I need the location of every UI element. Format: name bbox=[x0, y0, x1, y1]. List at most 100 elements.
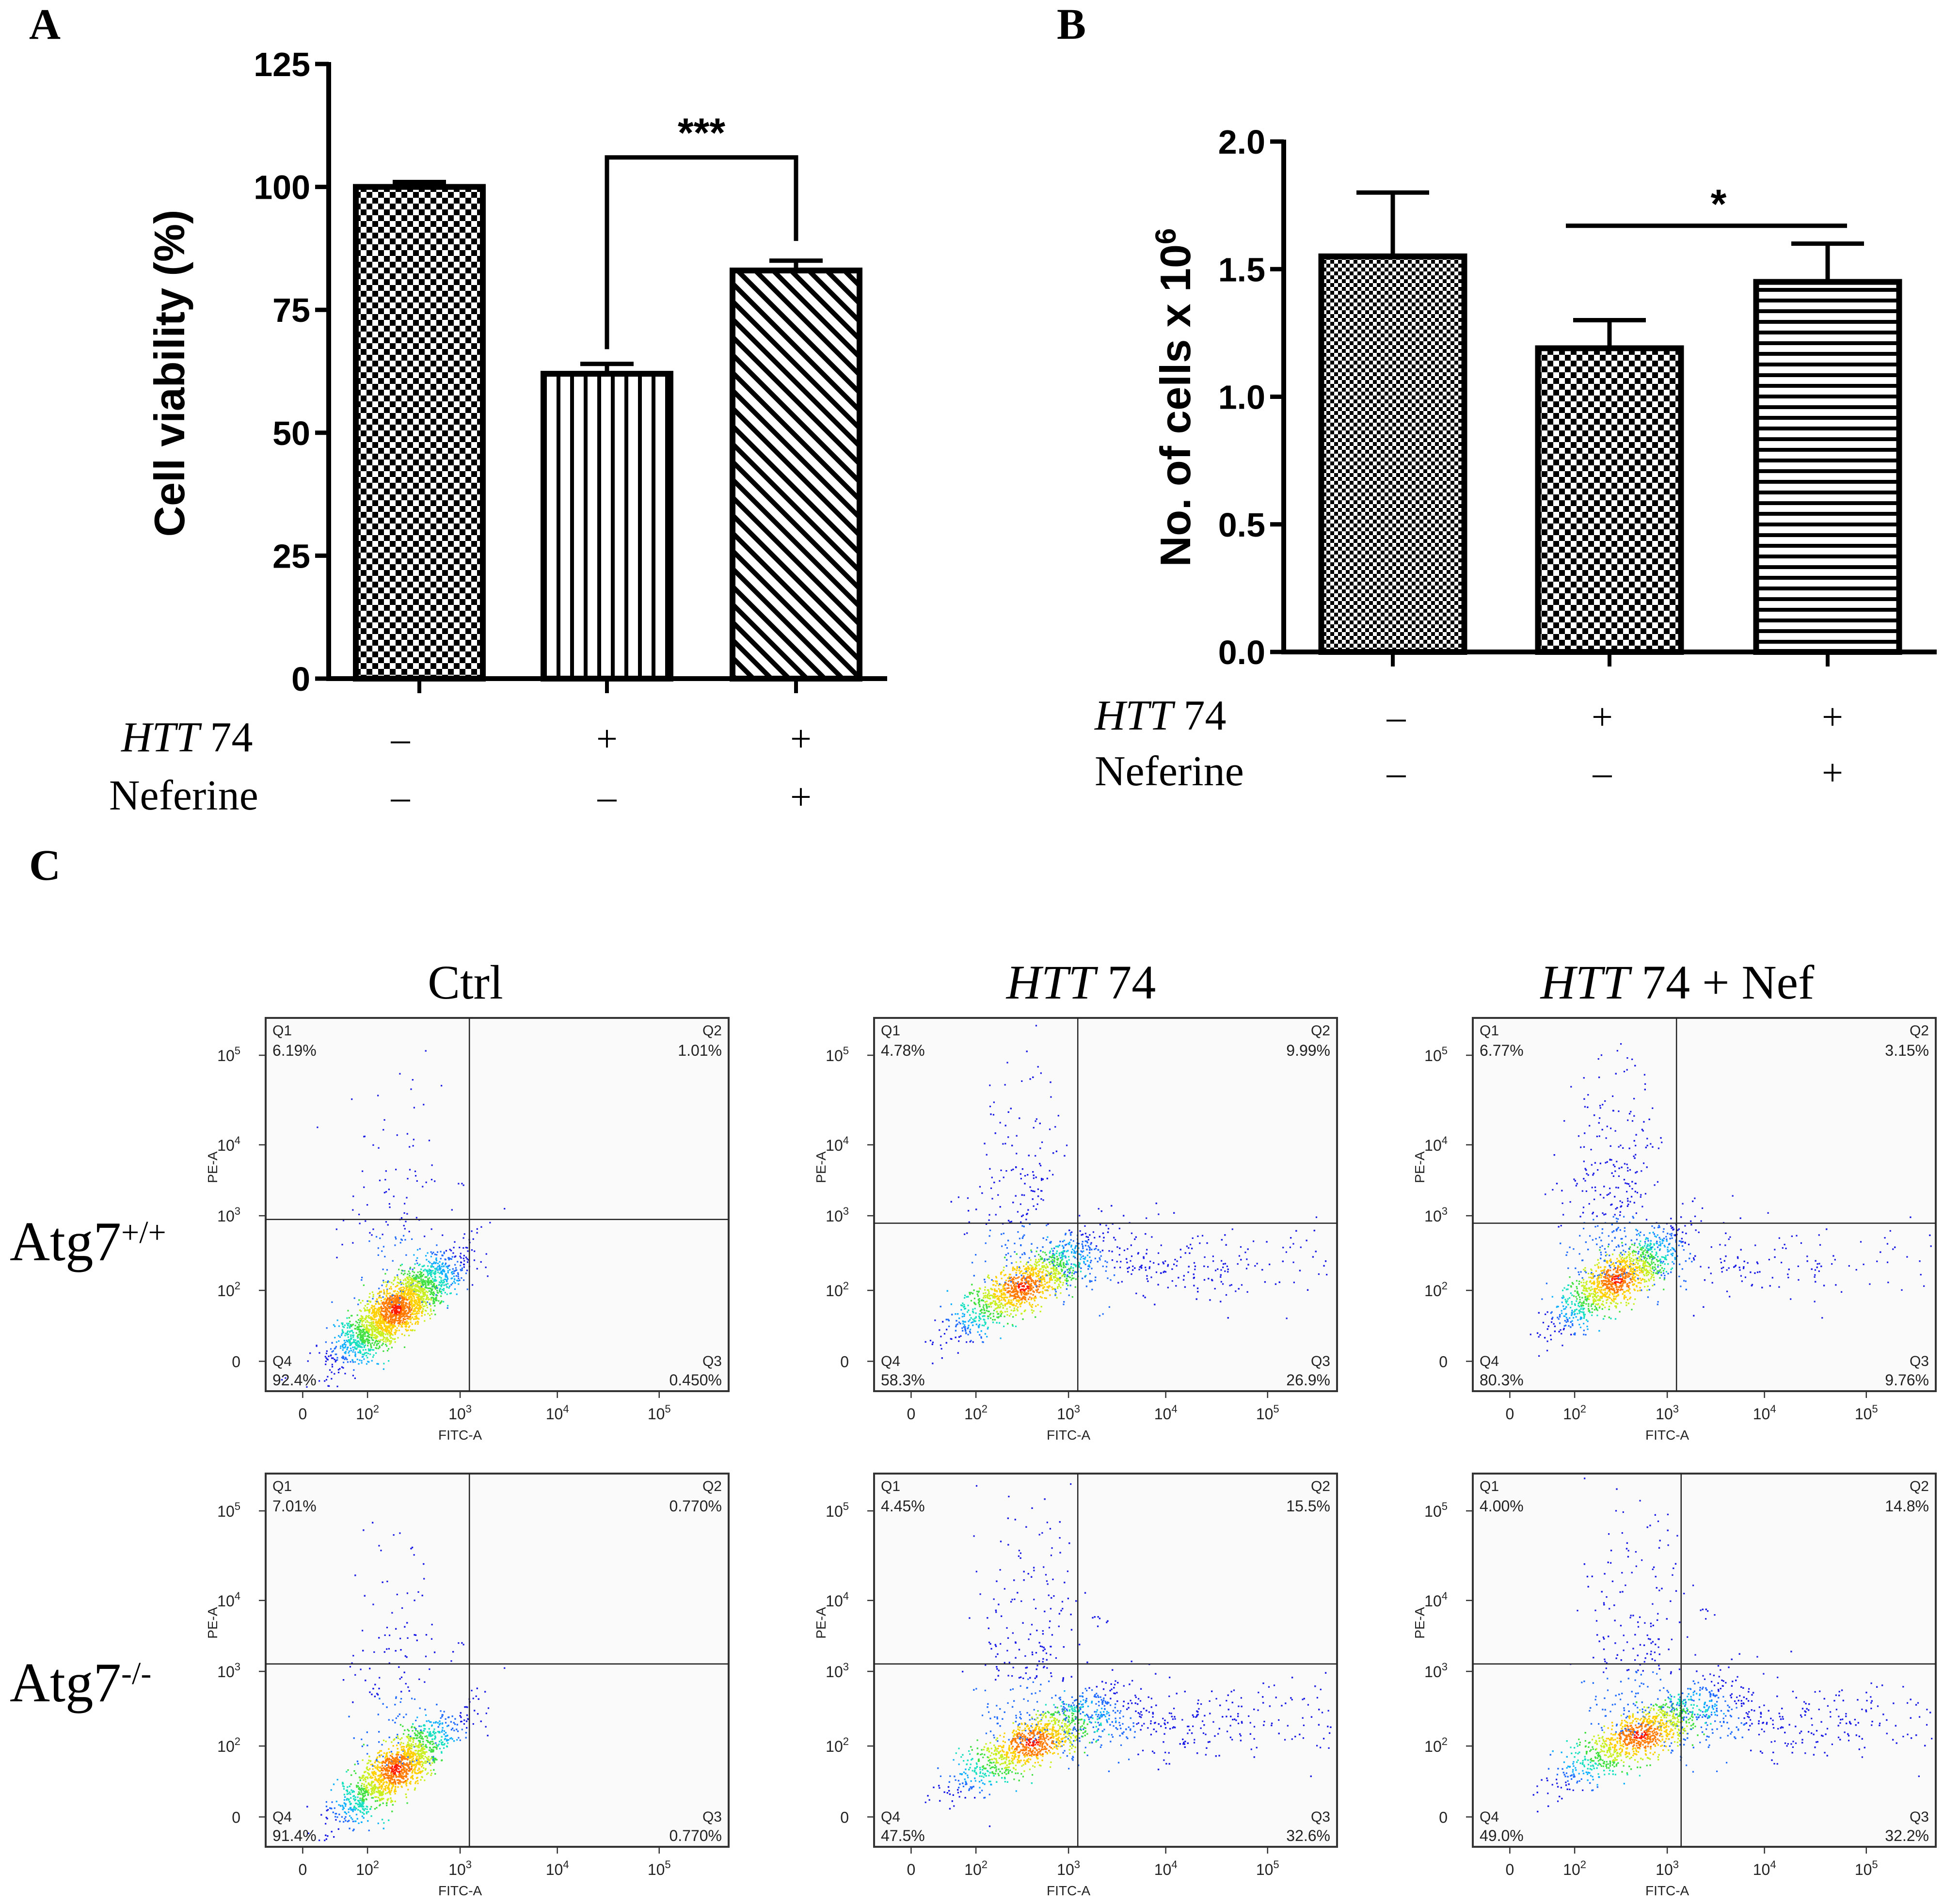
flow-dot bbox=[372, 1310, 374, 1312]
flow-dot bbox=[353, 1341, 355, 1343]
flow-dot bbox=[1044, 1252, 1046, 1253]
flow-dot bbox=[366, 1352, 367, 1354]
flow-dot bbox=[403, 1288, 405, 1291]
flow-dot bbox=[1021, 1285, 1023, 1287]
flow-dot bbox=[1015, 1325, 1017, 1327]
flow-dot bbox=[421, 1299, 423, 1301]
flow-dot bbox=[1050, 1256, 1052, 1258]
panel-b-treatment-sign: – bbox=[1386, 751, 1406, 793]
flow-dot bbox=[1019, 1256, 1021, 1258]
flow-dot bbox=[1062, 1245, 1064, 1247]
flow-dot bbox=[994, 1289, 996, 1291]
flow-dot bbox=[436, 1295, 438, 1297]
flow-dot bbox=[1045, 1267, 1047, 1269]
flow-dot bbox=[373, 1310, 375, 1312]
flow-dot bbox=[1026, 1301, 1028, 1302]
flow-dot bbox=[380, 1326, 382, 1328]
flow-dot bbox=[352, 1334, 354, 1336]
flow-dot bbox=[364, 1342, 366, 1344]
flow-dot bbox=[1023, 1294, 1025, 1296]
flow-dot bbox=[1012, 1290, 1014, 1292]
flow-dot bbox=[1266, 1241, 1268, 1243]
flow-dot bbox=[408, 1326, 410, 1328]
flow-dot bbox=[432, 1284, 434, 1286]
flow-dot bbox=[431, 1263, 433, 1265]
flow-dot bbox=[392, 1305, 394, 1307]
panel-c-row-label-atg7-ko: Atg7-/- bbox=[10, 1652, 151, 1714]
flow-dot bbox=[391, 1282, 393, 1284]
flow-dot bbox=[367, 1309, 369, 1311]
flow-dot bbox=[1087, 1238, 1089, 1241]
flow-dot bbox=[1053, 1269, 1055, 1271]
flow-dot bbox=[456, 1280, 458, 1282]
flow-dot bbox=[439, 1265, 441, 1268]
flow-dot bbox=[1188, 1247, 1190, 1249]
flow-dot bbox=[1054, 1293, 1056, 1295]
flow-dot bbox=[1041, 1265, 1043, 1267]
flow-dot bbox=[397, 1317, 399, 1319]
flow-dot bbox=[385, 1312, 388, 1314]
flow-dot bbox=[366, 1363, 368, 1365]
flow-dot bbox=[1036, 1262, 1038, 1264]
flow-dot bbox=[990, 1294, 992, 1297]
flow-dot bbox=[381, 1302, 383, 1304]
flow-dot bbox=[1021, 1280, 1023, 1282]
flow-dot bbox=[1065, 1234, 1067, 1236]
flow-dot bbox=[1078, 1253, 1081, 1255]
flow-dot bbox=[981, 1308, 983, 1311]
flow-dot bbox=[1045, 1297, 1047, 1299]
flow-dot bbox=[376, 1363, 378, 1365]
flow-dot bbox=[1052, 1263, 1054, 1265]
flow-dot bbox=[409, 1267, 412, 1269]
flow-dot bbox=[366, 1204, 368, 1206]
flow-dot bbox=[435, 1269, 437, 1270]
flow-dot bbox=[396, 1327, 398, 1329]
flow-dot bbox=[354, 1339, 357, 1341]
flow-dot bbox=[361, 1336, 363, 1338]
flow-dot bbox=[395, 1316, 397, 1318]
flow-dot bbox=[384, 1333, 386, 1335]
flow-dot bbox=[389, 1335, 391, 1337]
flow-dot bbox=[976, 1293, 978, 1295]
flow-dot bbox=[370, 1324, 372, 1326]
flow-dot bbox=[971, 1322, 972, 1324]
flow-dot bbox=[1027, 1267, 1029, 1269]
flow-dot bbox=[356, 1322, 358, 1324]
panel-a-y-axis-title: Cell viability (%) bbox=[145, 210, 193, 537]
flow-dot bbox=[379, 1327, 381, 1329]
flow-dot bbox=[1016, 1300, 1018, 1302]
flow-dot bbox=[460, 1269, 462, 1271]
flow-dot bbox=[1032, 1267, 1034, 1269]
flow-dot bbox=[430, 1280, 431, 1282]
flow-dot bbox=[434, 1270, 437, 1272]
flow-dot bbox=[413, 1303, 414, 1305]
flow-dot bbox=[449, 1269, 451, 1271]
flow-dot bbox=[1028, 1288, 1030, 1290]
flow-dot bbox=[1025, 1269, 1028, 1271]
flow-dot bbox=[1007, 1291, 1009, 1294]
flow-dot bbox=[385, 1339, 387, 1341]
flow-dot bbox=[485, 1266, 487, 1269]
flow-dot bbox=[400, 1297, 402, 1299]
flow-dot bbox=[1051, 1256, 1052, 1258]
flow-dot bbox=[417, 1271, 419, 1273]
flow-dot bbox=[399, 1287, 401, 1289]
flow-dot bbox=[1040, 1177, 1043, 1180]
flow-dot bbox=[363, 1330, 365, 1333]
flow-dot bbox=[955, 1330, 957, 1332]
flow-dot bbox=[400, 1282, 402, 1285]
flow-dot bbox=[389, 1298, 391, 1301]
flow-dot bbox=[388, 1330, 390, 1332]
flow-dot bbox=[995, 1304, 997, 1306]
flow-dot bbox=[1026, 1282, 1029, 1284]
flow-dot bbox=[1057, 1259, 1059, 1261]
flow-dot bbox=[393, 1303, 395, 1305]
flow-dot bbox=[1047, 1289, 1049, 1292]
flow-dot bbox=[1063, 1262, 1065, 1264]
flow-dot bbox=[1001, 1290, 1003, 1292]
flow-dot bbox=[459, 1247, 461, 1249]
flow-dot bbox=[334, 1348, 335, 1350]
flow-dot bbox=[373, 1354, 375, 1356]
flow-dot bbox=[1245, 1268, 1248, 1269]
flow-dot bbox=[969, 1293, 971, 1295]
